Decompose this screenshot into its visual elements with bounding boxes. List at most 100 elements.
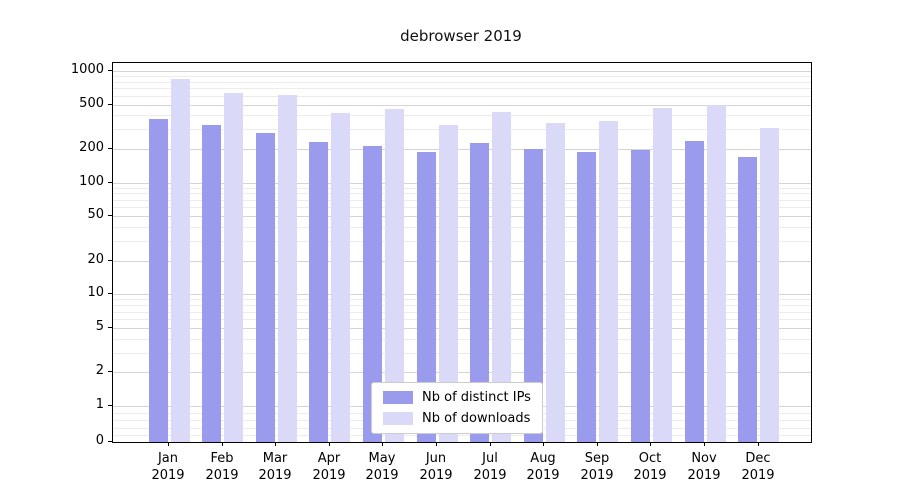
y-axis-tick-label: 500 — [79, 96, 104, 111]
bar-downloads — [385, 109, 404, 442]
legend-item: Nb of downloads — [383, 411, 531, 426]
bar-downloads — [707, 105, 726, 442]
bar-downloads — [599, 121, 618, 442]
x-axis-tick-label: Feb 2019 — [205, 451, 239, 483]
grid-line-minor — [113, 241, 811, 242]
grid-line-major — [113, 328, 811, 329]
x-axis-tick-label: Jan 2019 — [151, 451, 185, 483]
x-axis-tick — [758, 442, 759, 446]
bar-distinct-ips — [363, 146, 382, 442]
legend-swatch — [383, 412, 413, 425]
y-axis-tick — [108, 260, 112, 261]
y-axis-tick — [108, 405, 112, 406]
x-axis-tick-label: Jul 2019 — [473, 451, 507, 483]
grid-line-minor — [113, 353, 811, 354]
x-axis-tick — [436, 442, 437, 446]
grid-line-minor — [113, 435, 811, 436]
x-axis-tick — [275, 442, 276, 446]
bar-distinct-ips — [524, 149, 543, 442]
bar-distinct-ips — [417, 152, 436, 442]
grid-line-major — [113, 216, 811, 217]
bar-downloads — [546, 123, 565, 442]
bar-distinct-ips — [309, 142, 328, 442]
grid-line-minor — [113, 200, 811, 201]
x-axis-tick — [650, 442, 651, 446]
bar-distinct-ips — [256, 133, 275, 442]
y-axis-tick — [108, 70, 112, 71]
grid-line-minor — [113, 339, 811, 340]
x-axis-tick — [490, 442, 491, 446]
bar-downloads — [653, 108, 672, 442]
y-axis-tick — [108, 293, 112, 294]
x-axis-tick-label: Dec 2019 — [741, 451, 775, 483]
bar-distinct-ips — [577, 152, 596, 442]
x-axis-tick-label: Jun 2019 — [419, 451, 453, 483]
grid-line-minor — [113, 76, 811, 77]
grid-line-major — [113, 372, 811, 373]
grid-line-major — [113, 294, 811, 295]
grid-line-minor — [113, 129, 811, 130]
legend-swatch — [383, 391, 413, 404]
y-axis-tick — [108, 215, 112, 216]
legend-item: Nb of distinct IPs — [383, 390, 531, 405]
x-axis-tick-label: Oct 2019 — [633, 451, 667, 483]
grid-line-minor — [113, 312, 811, 313]
x-axis-tick — [168, 442, 169, 446]
y-axis-tick — [108, 327, 112, 328]
y-axis-tick-label: 1000 — [70, 62, 104, 77]
x-axis-tick-label: May 2019 — [365, 451, 399, 483]
legend-label: Nb of distinct IPs — [422, 390, 531, 405]
bar-downloads — [278, 95, 297, 442]
bar-distinct-ips — [470, 143, 489, 442]
y-axis-tick-label: 5 — [95, 319, 104, 334]
y-axis-tick-label: 10 — [87, 285, 104, 300]
grid-line-major — [113, 105, 811, 106]
y-axis-tick — [108, 371, 112, 372]
bar-distinct-ips — [685, 141, 704, 442]
y-axis-tick — [108, 441, 112, 442]
y-axis-tick-label: 2 — [95, 363, 104, 378]
y-axis-tick — [108, 104, 112, 105]
grid-line-minor — [113, 188, 811, 189]
y-axis-tick-label: 100 — [79, 174, 104, 189]
y-axis-tick-label: 1 — [95, 397, 104, 412]
x-axis-tick-label: Mar 2019 — [258, 451, 292, 483]
y-axis-tick — [108, 182, 112, 183]
x-axis-tick — [543, 442, 544, 446]
grid-line-minor — [113, 227, 811, 228]
chart-title: debrowser 2019 — [400, 27, 522, 45]
y-axis-tick-label: 0 — [95, 433, 104, 448]
bar-distinct-ips — [149, 119, 168, 442]
legend: Nb of distinct IPs Nb of downloads — [371, 382, 543, 434]
x-axis-tick — [382, 442, 383, 446]
bar-downloads — [439, 125, 458, 442]
grid-line-major — [113, 71, 811, 72]
grid-line-minor — [113, 115, 811, 116]
bar-distinct-ips — [631, 150, 650, 442]
bar-downloads — [492, 112, 511, 442]
grid-line-major — [113, 149, 811, 150]
y-axis-tick — [108, 148, 112, 149]
grid-line-minor — [113, 193, 811, 194]
x-axis-tick — [704, 442, 705, 446]
grid-line-minor — [113, 207, 811, 208]
x-axis-tick — [329, 442, 330, 446]
grid-line-major — [113, 261, 811, 262]
x-axis-tick-label: Aug 2019 — [526, 451, 560, 483]
y-axis-tick-label: 20 — [87, 252, 104, 267]
bar-downloads — [331, 113, 350, 442]
bar-distinct-ips — [738, 157, 757, 442]
y-axis-tick-label: 50 — [87, 207, 104, 222]
grid-line-minor — [113, 299, 811, 300]
grid-line-minor — [113, 88, 811, 89]
bar-distinct-ips — [202, 125, 221, 442]
grid-line-minor — [113, 82, 811, 83]
bar-downloads — [224, 93, 243, 442]
plot-area: Nb of distinct IPs Nb of downloads — [112, 62, 812, 443]
bar-downloads — [171, 79, 190, 442]
grid-line-major — [113, 183, 811, 184]
grid-line-minor — [113, 305, 811, 306]
x-axis-tick-label: Nov 2019 — [687, 451, 721, 483]
x-axis-tick — [597, 442, 598, 446]
